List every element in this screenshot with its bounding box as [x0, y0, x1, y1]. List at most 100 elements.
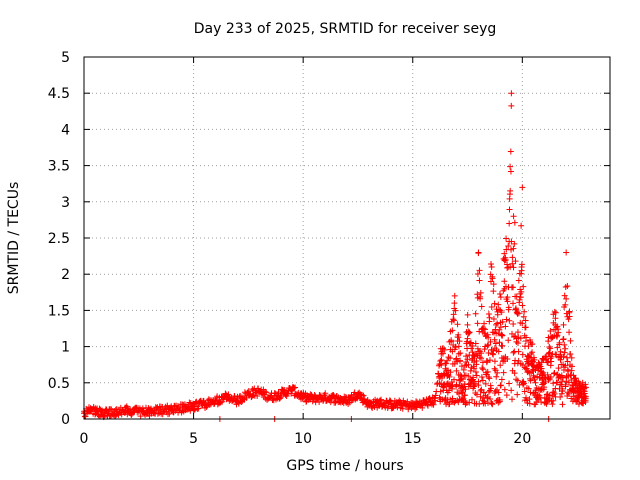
- data-point: [478, 374, 485, 381]
- data-point: [506, 380, 513, 387]
- data-point: [551, 308, 558, 315]
- data-point: [516, 296, 523, 303]
- data-point: [506, 206, 513, 213]
- data-point: [525, 343, 532, 350]
- data-point: [465, 330, 472, 337]
- data-point: [467, 339, 474, 346]
- data-point: [490, 281, 497, 288]
- data-point: [564, 358, 571, 365]
- data-point: [514, 329, 521, 336]
- data-point: [475, 250, 482, 257]
- data-point: [567, 350, 574, 357]
- data-point: [502, 283, 509, 290]
- data-point: [486, 314, 493, 321]
- data-point: [548, 358, 555, 365]
- data-point: [497, 362, 504, 369]
- data-point: [554, 332, 561, 339]
- data-point: [501, 386, 508, 393]
- data-point: [509, 260, 516, 267]
- data-point: [492, 388, 499, 395]
- data-point: [493, 373, 500, 380]
- data-point: [476, 401, 483, 408]
- data-point: [491, 336, 498, 343]
- data-point: [520, 313, 527, 320]
- data-point: [497, 294, 504, 301]
- data-point: [552, 315, 559, 322]
- data-point: [455, 399, 462, 406]
- data-point: [495, 348, 502, 355]
- data-point: [582, 395, 589, 402]
- data-point: [559, 387, 566, 394]
- data-point: [469, 342, 476, 349]
- data-point: [489, 275, 496, 282]
- data-point: [473, 391, 480, 398]
- data-point: [496, 339, 503, 346]
- y-tick-label: 3: [61, 195, 70, 211]
- data-point: [490, 288, 497, 295]
- data-point: [466, 399, 473, 406]
- data-point: [510, 213, 517, 220]
- data-point: [507, 263, 514, 270]
- data-point: [498, 309, 505, 316]
- data-point: [399, 405, 406, 412]
- data-point: [466, 329, 473, 336]
- data-point: [479, 365, 486, 372]
- data-point: [455, 343, 462, 350]
- data-point: [522, 337, 529, 344]
- data-point: [455, 334, 462, 341]
- data-point: [522, 317, 529, 324]
- data-point: [493, 306, 500, 313]
- data-point: [186, 399, 193, 406]
- data-point: [490, 347, 497, 354]
- data-point: [511, 240, 518, 247]
- data-point: [504, 261, 511, 268]
- data-point: [461, 362, 468, 369]
- data-point: [557, 393, 564, 400]
- data-point: [485, 374, 492, 381]
- data-point: [441, 346, 448, 353]
- data-point: [503, 235, 510, 242]
- data-point: [487, 338, 494, 345]
- data-point: [446, 373, 453, 380]
- data-point: [451, 376, 458, 383]
- data-point: [477, 289, 484, 296]
- data-point: [358, 391, 365, 398]
- data-point: [566, 329, 573, 336]
- data-point: [494, 311, 501, 318]
- data-point: [430, 401, 437, 408]
- data-point: [473, 361, 480, 368]
- data-point: [225, 391, 232, 398]
- data-point: [498, 376, 505, 383]
- data-point: [474, 291, 481, 298]
- data-point: [560, 374, 567, 381]
- data-point: [477, 393, 484, 400]
- data-point: [475, 378, 482, 385]
- data-point: [488, 261, 495, 268]
- x-tick-label: 10: [294, 431, 312, 447]
- data-point: [554, 344, 561, 351]
- data-point: [137, 413, 144, 420]
- data-point: [195, 405, 202, 412]
- data-point: [476, 354, 483, 361]
- data-point: [470, 383, 477, 390]
- data-point: [502, 256, 509, 263]
- data-point: [438, 361, 445, 368]
- data-point: [482, 400, 489, 407]
- data-point: [467, 367, 474, 374]
- data-point: [501, 257, 508, 264]
- data-point: [501, 250, 508, 257]
- data-point: [555, 365, 562, 372]
- data-point: [450, 311, 457, 318]
- data-point: [562, 345, 569, 352]
- data-point: [496, 396, 503, 403]
- data-point: [290, 385, 297, 392]
- data-point: [563, 295, 570, 302]
- data-point: [510, 245, 517, 252]
- data-point: [515, 340, 522, 347]
- data-point: [547, 328, 554, 335]
- data-point: [485, 310, 492, 317]
- data-point: [405, 406, 412, 413]
- data-point: [463, 353, 470, 360]
- data-point: [566, 308, 573, 315]
- data-point: [432, 397, 439, 404]
